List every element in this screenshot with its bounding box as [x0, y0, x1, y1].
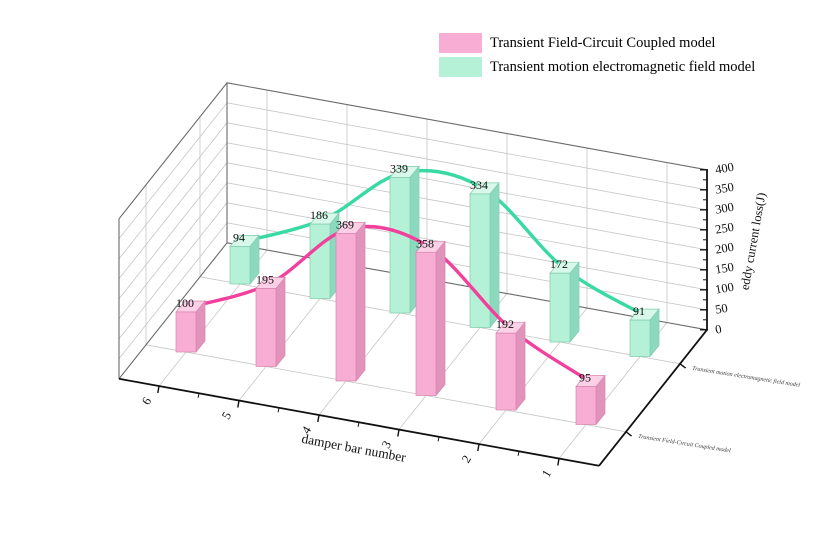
bar-value-label: 94 [233, 230, 245, 244]
bar-value-label: 334 [470, 178, 488, 192]
legend: Transient Field-Circuit Coupled model Tr… [439, 33, 755, 81]
series-field-circuit: 100 195 369 358 192 95 [175, 217, 606, 426]
bar-front-face [175, 311, 197, 353]
legend-item-field-circuit: Transient Field-Circuit Coupled model [439, 33, 755, 53]
z-tick-label: 300 [714, 200, 735, 217]
bar-front-face [335, 233, 357, 382]
series-motion-em: 94 186 339 334 172 91 [229, 161, 660, 358]
bar-front-face [469, 193, 491, 328]
x-axis-tick [557, 458, 560, 466]
z-axis-title: eddy current loss(J) [738, 192, 769, 292]
z-tick-label: 250 [714, 220, 735, 237]
bar-motion-em-cat3: 334 [469, 178, 500, 329]
depth-axis-label: Transient Field-Circuit Coupled model [638, 434, 732, 455]
bar-value-label: 339 [390, 161, 408, 175]
x-axis-minor-tick [277, 407, 280, 413]
z-tick-label: 0 [714, 322, 723, 337]
bar-side-face [355, 221, 366, 382]
bar-field-circuit-cat2: 192 [495, 317, 526, 411]
x-tick-label: 2 [459, 453, 474, 465]
bar-front-face [229, 246, 251, 285]
bar-field-circuit-cat1: 95 [575, 371, 606, 426]
bar-value-label: 186 [310, 208, 328, 222]
bar-side-face [489, 181, 500, 329]
z-tick-label: 400 [714, 160, 735, 177]
x-axis-minor-tick [357, 422, 360, 427]
bar-motion-em-cat1: 91 [629, 304, 660, 358]
bar-front-face [255, 288, 277, 367]
bar-front-face [495, 332, 517, 411]
x-tick-label: 5 [219, 409, 234, 421]
bar-value-label: 100 [176, 296, 194, 310]
bar-motion-em-cat6: 94 [229, 230, 260, 285]
bar-side-face [515, 321, 526, 411]
x-axis-minor-tick [197, 393, 200, 398]
legend-label: Transient Field-Circuit Coupled model [490, 34, 716, 51]
legend-swatch-pink [439, 33, 482, 53]
bar-motion-em-cat5: 186 [309, 208, 340, 300]
bar-front-face [629, 319, 651, 357]
bar-motion-em-cat2: 172 [549, 257, 580, 343]
bar-front-face [389, 177, 411, 314]
bar-front-face [415, 251, 437, 396]
x-axis-title: damper bar number [300, 431, 407, 465]
legend-swatch-mint [439, 57, 482, 77]
x-axis-minor-tick [437, 436, 440, 442]
x-axis-tick [157, 385, 160, 394]
bar-value-label: 91 [633, 304, 645, 318]
bar-front-face [309, 223, 331, 299]
x-axis-tick [317, 414, 320, 423]
bar-value-label: 95 [579, 371, 591, 385]
bar-value-label: 358 [416, 236, 434, 250]
bar-side-face [569, 261, 580, 343]
x-axis-tick [397, 429, 400, 437]
bar-value-label: 192 [496, 317, 514, 331]
x-axis-tick [237, 400, 240, 408]
x-tick-label: 6 [139, 395, 154, 407]
z-tick-label: 350 [714, 180, 735, 197]
x-axis-tick [477, 443, 480, 452]
bar-field-circuit-cat4: 369 [335, 217, 366, 382]
z-tick-label: 200 [714, 240, 735, 257]
bar-side-face [275, 276, 286, 368]
bar-value-label: 172 [550, 257, 568, 271]
depth-axis-label: Transient motion electromagnetic field m… [692, 365, 801, 389]
bar-side-face [435, 240, 446, 397]
bar-value-label: 195 [256, 273, 274, 287]
x-axis-minor-tick [517, 451, 520, 456]
z-tick-label: 100 [714, 280, 735, 297]
bar-field-circuit-cat3: 358 [415, 236, 446, 397]
depth-axis-tick [679, 363, 687, 369]
legend-label: Transient motion electromagnetic field m… [490, 58, 756, 75]
x-tick-label: 1 [539, 467, 554, 479]
frame-edges [118, 82, 708, 380]
bar-front-face [575, 386, 597, 425]
z-tick-label: 150 [714, 260, 735, 277]
depth-axis-tick [625, 431, 633, 437]
bar-front-face [549, 272, 571, 343]
bar-value-label: 369 [336, 217, 354, 231]
bar-field-circuit-cat6: 100 [175, 296, 206, 353]
bar-field-circuit-cat5: 195 [255, 273, 286, 368]
z-tick-label: 50 [714, 301, 729, 317]
depth-axis: Transient Field-Circuit Coupled model Tra… [598, 329, 801, 467]
legend-item-motion-em: Transient motion electromagnetic field m… [439, 57, 755, 77]
